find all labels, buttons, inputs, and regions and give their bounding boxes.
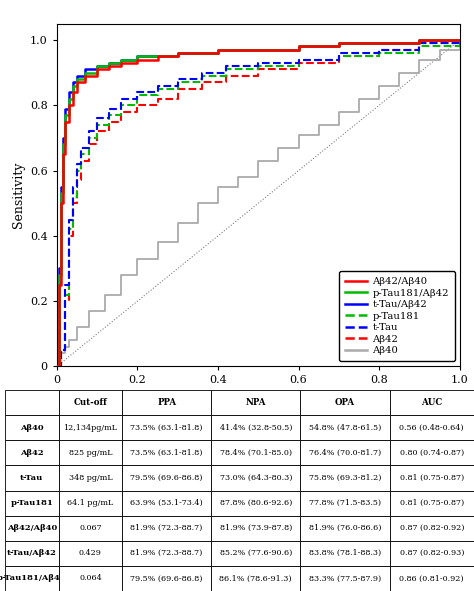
Legend: Aβ42/Aβ40, p-Tau181/Aβ42, t-Tau/Aβ42, p-Tau181, t-Tau, Aβ42, Aβ40: Aβ42/Aβ40, p-Tau181/Aβ42, t-Tau/Aβ42, p-…: [339, 271, 455, 362]
X-axis label: 1-Specificity: 1-Specificity: [219, 391, 298, 404]
Y-axis label: Sensitivity: Sensitivity: [11, 162, 25, 228]
